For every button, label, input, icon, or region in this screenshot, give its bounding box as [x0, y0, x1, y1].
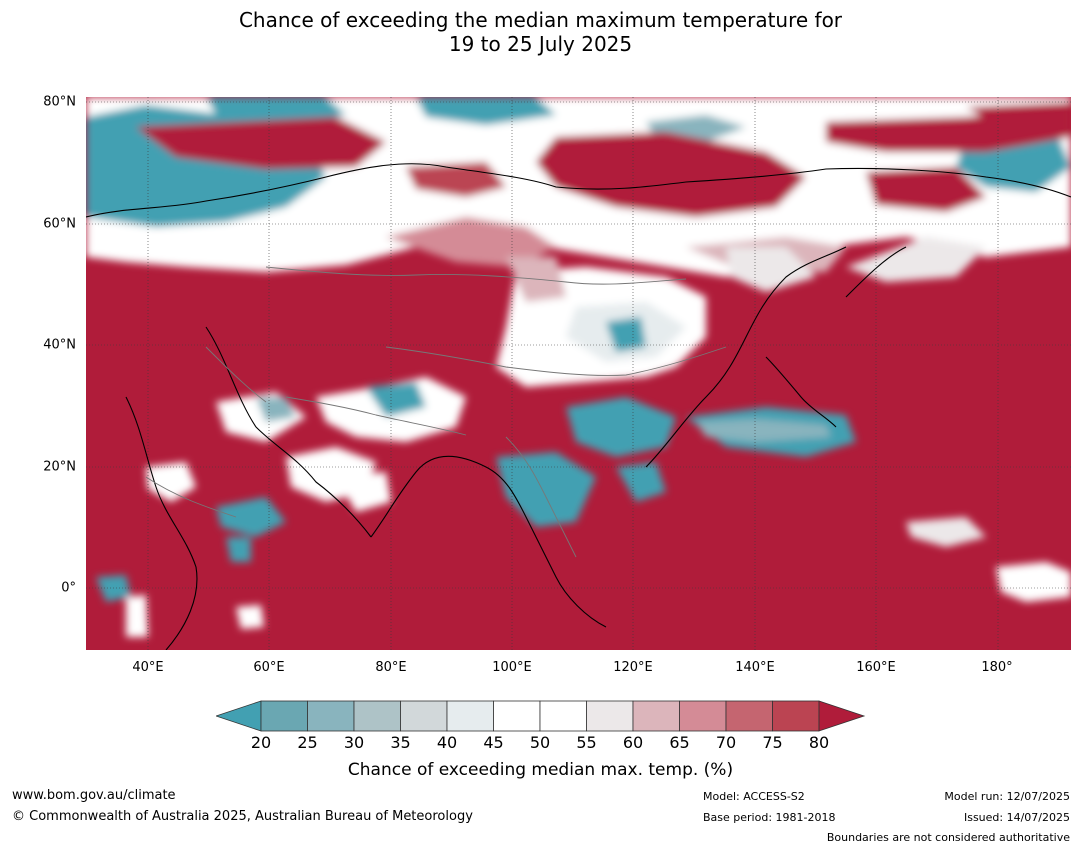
footer-issued: Issued: 14/07/2025	[963, 811, 1070, 824]
colorbar-segment	[679, 700, 727, 732]
footer-website: www.bom.gov.au/climate	[12, 788, 176, 803]
colorbar-segment	[493, 700, 541, 732]
colorbar-segment	[353, 700, 401, 732]
probability-contours	[86, 97, 1071, 637]
lon-label-180: 180°	[981, 660, 1013, 675]
colorbar-extend-low	[214, 700, 262, 732]
coastlines	[86, 163, 1071, 650]
colorbar-label: Chance of exceeding median max. temp. (%…	[347, 760, 734, 780]
lon-label-60e: 60°E	[253, 660, 285, 675]
lon-label-140e: 140°E	[735, 660, 775, 675]
footer-disclaimer: Boundaries are not considered authoritat…	[826, 831, 1070, 844]
country-borders	[145, 266, 727, 558]
lon-label-160e: 160°E	[856, 660, 896, 675]
colorbar-tick-label: 70	[715, 733, 737, 752]
footer-model-run: Model run: 12/07/2025	[944, 790, 1070, 803]
colorbar	[214, 700, 866, 736]
colorbar-svg	[214, 700, 866, 732]
colorbar-segment	[539, 700, 587, 732]
footer-model: Model: ACCESS-S2	[703, 790, 805, 803]
colorbar-tick-label: 45	[483, 733, 504, 752]
graticule	[86, 97, 1071, 650]
colorbar-segment	[307, 700, 355, 732]
lon-label-120e: 120°E	[613, 660, 653, 675]
colorbar-tick-label: 80	[808, 733, 830, 752]
colorbar-tick-label: 25	[297, 733, 318, 752]
map-canvas	[86, 97, 1071, 650]
colorbar-tick-label: 50	[529, 733, 551, 752]
probability-map	[86, 97, 1071, 650]
footer-base-period: Base period: 1981-2018	[703, 811, 836, 824]
colorbar-tick-label: 40	[436, 733, 458, 752]
colorbar-segment	[446, 700, 494, 732]
map-title: Chance of exceeding the median maximum t…	[0, 8, 1081, 56]
colorbar-segment	[586, 700, 634, 732]
lon-label-100e: 100°E	[492, 660, 532, 675]
lat-label-80n: 80°N	[43, 94, 76, 110]
colorbar-tick-label: 75	[762, 733, 783, 752]
colorbar-tick-label: 60	[622, 733, 644, 752]
colorbar-extend-high	[818, 700, 866, 732]
colorbar-tick-label: 55	[576, 733, 597, 752]
lat-label-40n: 40°N	[43, 337, 76, 353]
colorbar-tick-label: 30	[343, 733, 365, 752]
colorbar-tick-label: 65	[669, 733, 690, 752]
colorbar-segment	[725, 700, 773, 732]
lat-label-20n: 20°N	[43, 459, 76, 475]
lon-label-80e: 80°E	[375, 660, 407, 675]
colorbar-segment	[260, 700, 308, 732]
colorbar-tick-label: 20	[250, 733, 272, 752]
colorbar-tick-label: 35	[390, 733, 411, 752]
title-line-2: 19 to 25 July 2025	[448, 32, 633, 56]
colorbar-segment	[400, 700, 448, 732]
colorbar-segment	[772, 700, 820, 732]
lon-label-40e: 40°E	[132, 660, 164, 675]
footer-copyright: © Commonwealth of Australia 2025, Austra…	[12, 809, 473, 824]
title-line-1: Chance of exceeding the median maximum t…	[238, 8, 843, 32]
lat-label-60n: 60°N	[43, 216, 76, 232]
colorbar-segment	[632, 700, 680, 732]
lat-label-0: 0°	[61, 580, 76, 596]
